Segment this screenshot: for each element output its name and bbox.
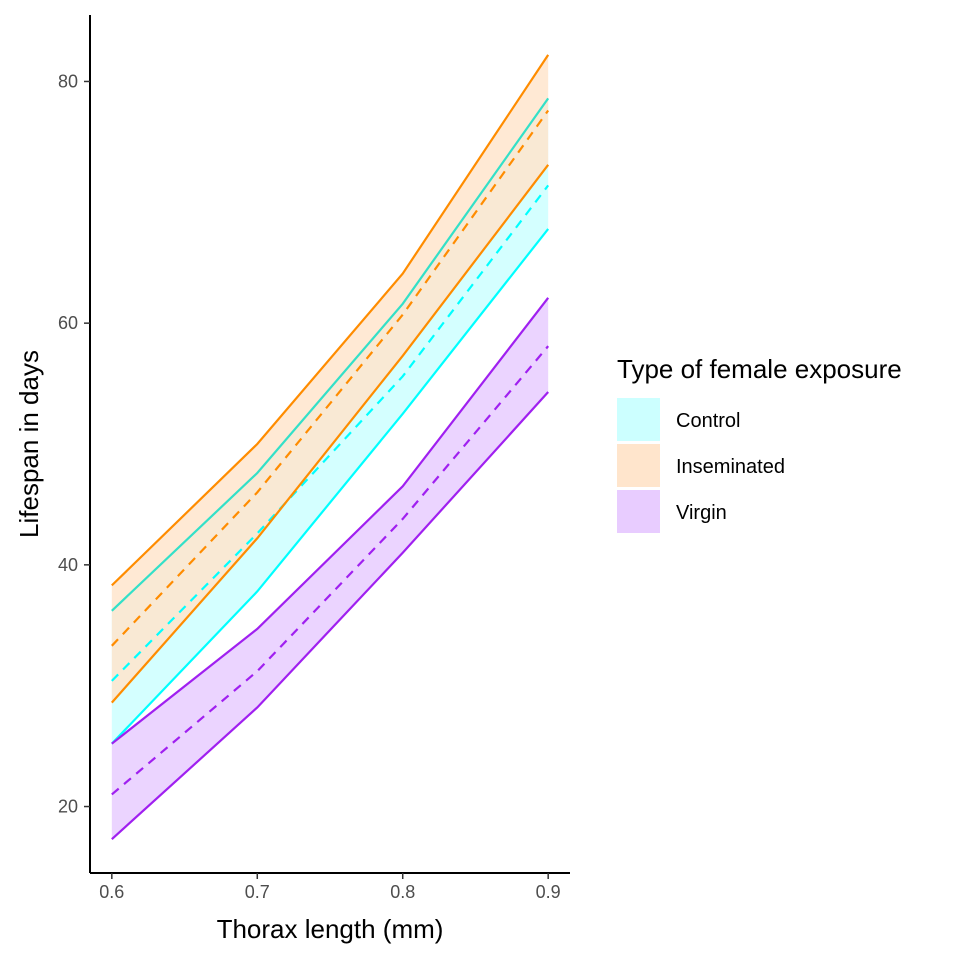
x-axis-title: Thorax length (mm)	[217, 914, 444, 944]
inseminated-upper-line	[111, 54, 550, 587]
legend-title: Type of female exposure	[617, 354, 902, 384]
control-upper-line	[111, 97, 550, 612]
x-tick-label: 0.7	[245, 882, 270, 902]
inseminated-legend-key	[617, 444, 660, 487]
y-tick-label: 80	[58, 71, 78, 91]
control-fit-line	[111, 184, 550, 682]
virgin-band	[111, 297, 549, 840]
inseminated-band	[111, 54, 549, 703]
inseminated-lower-line	[110, 164, 550, 704]
x-tick-label: 0.8	[390, 882, 415, 902]
x-tick-label: 0.9	[536, 882, 561, 902]
inseminated-fit-line	[111, 109, 550, 647]
control-lower-line	[111, 228, 550, 745]
y-tick-label: 20	[58, 797, 78, 817]
y-axis-title: Lifespan in days	[14, 350, 44, 538]
control-legend-key	[617, 398, 660, 441]
series-lines	[110, 54, 550, 840]
y-tick-label: 40	[58, 555, 78, 575]
virgin-legend-key	[617, 490, 660, 533]
virgin-lower-line	[111, 391, 549, 840]
virgin-upper-line	[111, 297, 550, 745]
legend: Control Inseminated Virgin	[617, 398, 785, 533]
confidence-bands	[111, 54, 549, 840]
inseminated-legend-label: Inseminated	[676, 456, 785, 478]
control-legend-label: Control	[676, 410, 740, 432]
y-tick-label: 60	[58, 313, 78, 333]
virgin-legend-label: Virgin	[676, 502, 727, 524]
x-tick-label: 0.6	[99, 882, 124, 902]
virgin-fit-line	[111, 345, 550, 796]
axis-ticks: 0.6 0.7 0.8 0.9 20 40 60 80	[58, 71, 561, 902]
